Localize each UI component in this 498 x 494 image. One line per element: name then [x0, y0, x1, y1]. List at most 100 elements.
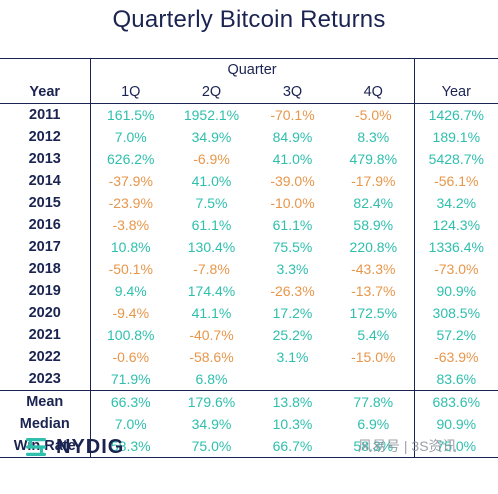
table-row: 2021 100.8% -40.7% 25.2% 5.4% 57.2% — [0, 324, 498, 346]
cell-4q: 172.5% — [349, 305, 398, 321]
total-group-spacer — [413, 58, 498, 81]
cell-1q: -9.4% — [89, 302, 171, 324]
cell-1q: 626.2% — [89, 148, 171, 170]
cell-4q: 479.8% — [349, 151, 398, 167]
cell-3q: 13.8% — [252, 390, 333, 413]
cell-2q: -6.9% — [193, 151, 230, 167]
cell-3q — [252, 368, 333, 391]
cell-4q — [333, 368, 414, 391]
table-row: 2011 161.5% 1952.1% -70.1% -5.0% 1426.7% — [0, 103, 498, 126]
cell-2q: 34.9% — [191, 129, 232, 145]
column-header-3q: 3Q — [252, 81, 333, 104]
table-row: 2014 -37.9% 41.0% -39.0% -17.9% -56.1% — [0, 170, 498, 192]
cell-year-total: 90.9% — [413, 413, 498, 435]
column-header-2q: 2Q — [171, 81, 252, 104]
cell-4q: -17.9% — [351, 173, 396, 189]
cell-2q: 1952.1% — [183, 107, 240, 123]
row-label: 2012 — [28, 129, 61, 145]
cell-year-total: 1336.4% — [413, 236, 498, 258]
stat-label: Median — [19, 416, 70, 432]
cell-3q: -39.0% — [270, 173, 315, 189]
cell-2q: -40.7% — [189, 327, 234, 343]
table-row: 2012 7.0% 34.9% 84.9% 8.3% 189.1% — [0, 126, 498, 148]
cell-4q: 77.8% — [333, 390, 415, 413]
cell-3q: -26.3% — [270, 283, 315, 299]
table-row: 2022 -0.6% -58.6% 3.1% -15.0% -63.9% — [0, 346, 498, 368]
cell-year-total: 75.0% — [413, 435, 498, 458]
cell-4q: 6.9% — [357, 416, 390, 432]
cell-year-total: 83.6% — [413, 368, 498, 391]
cell-2q: 174.4% — [187, 283, 236, 299]
nydig-logo-icon — [26, 438, 46, 456]
table-group-header: Quarter — [0, 58, 498, 81]
year-total-column-header: Year — [413, 81, 498, 104]
returns-table: Quarter Year 1Q 2Q 3Q 4Q Year 2011 161.5… — [0, 58, 498, 458]
cell-1q: 58.3% — [89, 435, 171, 458]
cell-year-total: 124.3% — [413, 214, 498, 236]
cell-year-total: -56.1% — [413, 170, 498, 192]
page-title: Quarterly Bitcoin Returns — [112, 6, 386, 33]
cell-year-total: -63.9% — [413, 346, 498, 368]
cell-3q: 84.9% — [272, 129, 313, 145]
cell-3q: 10.3% — [272, 416, 313, 432]
row-label: 2022 — [28, 349, 61, 365]
cell-3q: 66.7% — [252, 435, 333, 458]
row-label: 2014 — [28, 173, 61, 189]
cell-year-total: -73.0% — [413, 258, 498, 280]
cell-4q: 58.9% — [353, 217, 394, 233]
cell-4q: 220.8% — [349, 239, 398, 255]
cell-4q: 8.3% — [357, 129, 390, 145]
cell-2q: 179.6% — [171, 390, 252, 413]
cell-1q: 66.3% — [89, 390, 171, 413]
cell-3q: -10.0% — [270, 195, 315, 211]
column-header-1q: 1Q — [89, 81, 171, 104]
cell-2q: -7.8% — [193, 261, 230, 277]
cell-1q: 7.0% — [89, 413, 171, 435]
cell-3q: 25.2% — [272, 327, 313, 343]
cell-year-total: 308.5% — [413, 302, 498, 324]
row-label: 2017 — [28, 239, 61, 255]
row-label: 2020 — [28, 305, 61, 321]
cell-2q: 6.8% — [195, 371, 228, 387]
cell-3q: 17.2% — [272, 305, 313, 321]
cell-4q: -5.0% — [354, 107, 392, 123]
row-label: 2015 — [28, 195, 61, 211]
nydig-logo: NYDIG — [24, 432, 124, 462]
quarter-group-label: Quarter — [89, 58, 415, 81]
row-label: 2019 — [28, 283, 61, 299]
row-label: 2016 — [28, 217, 61, 233]
cell-1q: 7.0% — [89, 126, 171, 148]
cell-1q: -3.8% — [89, 214, 171, 236]
cell-1q: -0.6% — [89, 346, 171, 368]
cell-3q: 75.5% — [272, 239, 313, 255]
row-label: 2011 — [29, 107, 61, 123]
row-label: 2023 — [28, 371, 61, 387]
cell-1q: -50.1% — [89, 258, 171, 280]
table-row: 2016 -3.8% 61.1% 61.1% 58.9% 124.3% — [0, 214, 498, 236]
cell-2q: 75.0% — [171, 435, 252, 458]
cell-year-total: 57.2% — [413, 324, 498, 346]
cell-2q: 130.4% — [187, 239, 236, 255]
table-row: 2018 -50.1% -7.8% 3.3% -43.3% -73.0% — [0, 258, 498, 280]
cell-2q: 7.5% — [195, 195, 228, 211]
year-column-header: Year — [0, 81, 90, 104]
cell-year-total: 5428.7% — [413, 148, 498, 170]
table-row: 2020 -9.4% 41.1% 17.2% 172.5% 308.5% — [0, 302, 498, 324]
cell-3q: -70.1% — [270, 107, 315, 123]
cell-4q: 5.4% — [357, 327, 390, 343]
cell-4q: -13.7% — [351, 283, 396, 299]
table-row: 2017 10.8% 130.4% 75.5% 220.8% 1336.4% — [0, 236, 498, 258]
table-row: 2023 71.9% 6.8% 83.6% — [0, 368, 498, 391]
table-row: 2015 -23.9% 7.5% -10.0% 82.4% 34.2% — [0, 192, 498, 214]
stat-label: Mean — [0, 390, 90, 413]
column-header-4q: 4Q — [333, 81, 415, 104]
cell-1q: 161.5% — [89, 103, 171, 126]
row-label: 2013 — [28, 151, 61, 167]
cell-year-total: 1426.7% — [413, 103, 498, 126]
group-header-spacer — [0, 58, 90, 81]
cell-year-total: 34.2% — [413, 192, 498, 214]
row-label: 2021 — [28, 327, 61, 343]
cell-2q: 61.1% — [191, 217, 232, 233]
cell-2q: 41.1% — [191, 305, 232, 321]
table-body: 2011 161.5% 1952.1% -70.1% -5.0% 1426.7%… — [0, 103, 498, 391]
